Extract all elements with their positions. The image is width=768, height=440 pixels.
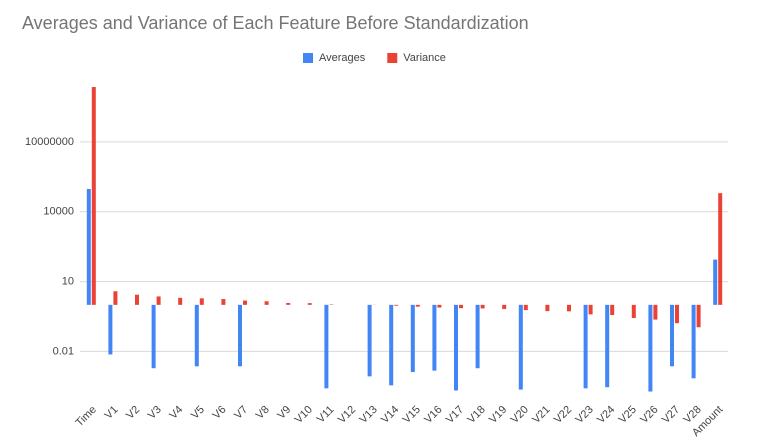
bar — [199, 298, 204, 305]
bar — [367, 304, 372, 377]
legend-label: Averages — [319, 52, 366, 64]
bar — [675, 304, 679, 324]
bar — [394, 304, 399, 306]
bar — [307, 303, 312, 305]
legend-swatch — [303, 53, 313, 63]
bar — [410, 304, 415, 373]
bar — [221, 299, 226, 305]
bar — [696, 304, 701, 328]
y-tick-label: 10 — [62, 275, 74, 287]
bar — [518, 304, 523, 390]
bar — [459, 304, 463, 309]
bar — [454, 304, 458, 391]
bar — [545, 304, 550, 312]
bar — [108, 304, 113, 355]
legend-swatch — [387, 53, 398, 63]
bar — [243, 300, 247, 305]
bar — [389, 304, 394, 386]
bar — [691, 304, 696, 379]
bar — [415, 304, 420, 307]
bar — [91, 87, 96, 305]
bar — [151, 304, 156, 369]
y-tick-label: 10000000 — [25, 136, 74, 148]
chart-title: Averages and Variance of Each Feature Be… — [22, 13, 529, 33]
bar — [194, 304, 199, 367]
y-tick-label: 10000 — [43, 206, 74, 218]
bar — [156, 296, 161, 305]
bar — [286, 302, 291, 305]
bar — [523, 304, 528, 311]
bar — [670, 304, 674, 367]
bar — [432, 304, 437, 371]
bar — [475, 304, 480, 369]
bar — [605, 304, 610, 388]
legend-label: Variance — [403, 52, 446, 64]
bar — [567, 304, 571, 312]
bar — [718, 193, 723, 305]
bar — [264, 301, 269, 305]
y-tick-label: 0.01 — [53, 345, 74, 357]
bar — [86, 188, 91, 305]
bar — [135, 294, 139, 305]
bar — [648, 304, 653, 392]
bar — [238, 304, 242, 367]
bar — [113, 291, 118, 305]
bar — [583, 304, 588, 389]
bar — [437, 304, 442, 308]
bar — [610, 304, 615, 315]
bar — [480, 304, 485, 309]
bar — [631, 304, 636, 319]
bar — [713, 259, 718, 305]
bar — [324, 304, 329, 389]
bar — [178, 297, 183, 305]
bar — [653, 304, 658, 320]
bar — [502, 304, 507, 310]
bar — [588, 304, 593, 315]
